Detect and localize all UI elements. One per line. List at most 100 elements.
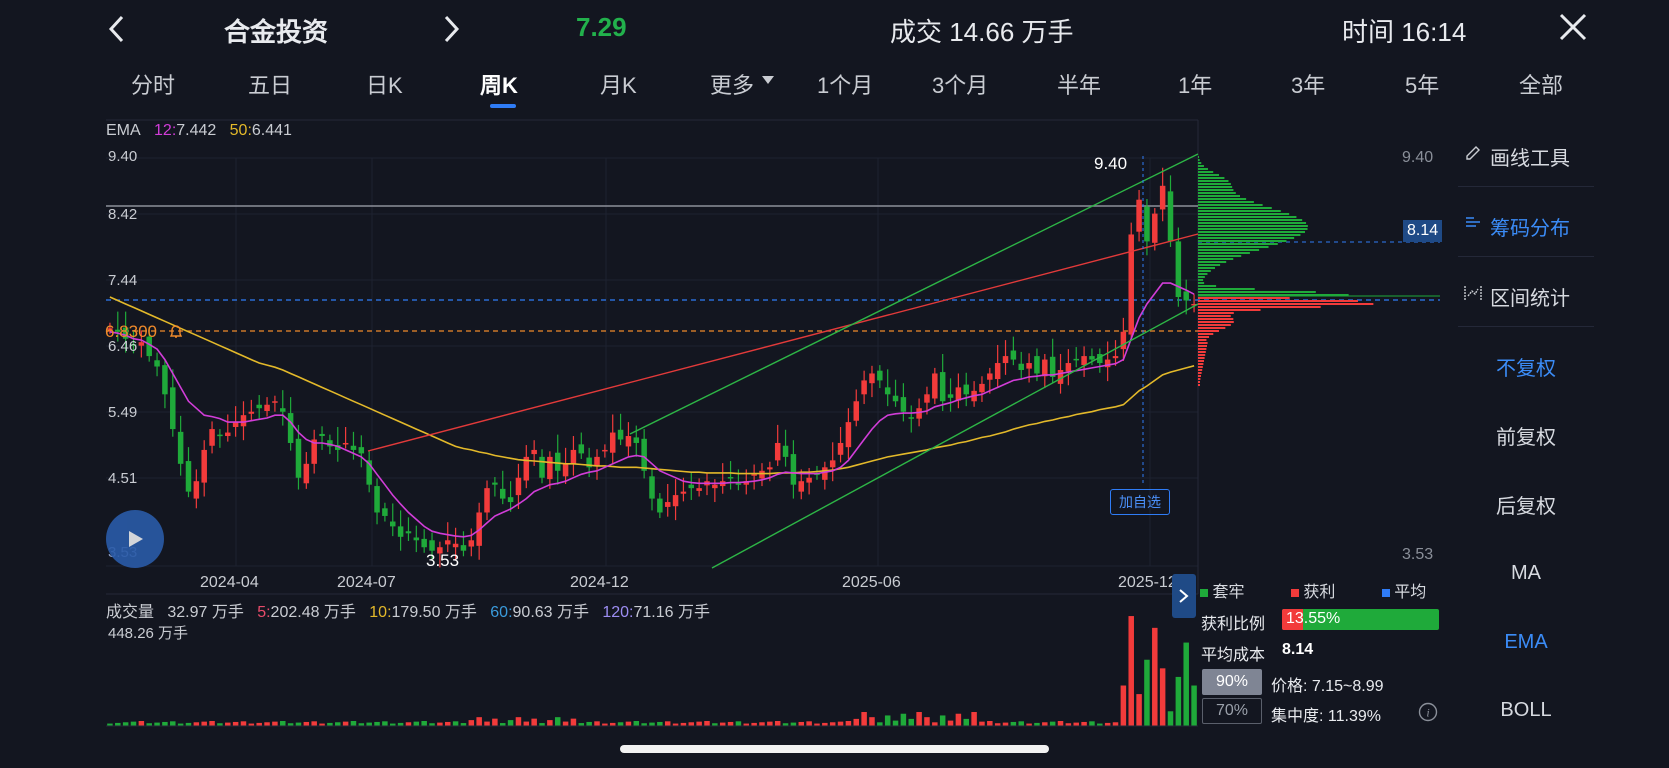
adjust-forward[interactable]: 前复权 [1496,427,1556,449]
play-button[interactable] [106,510,164,568]
ma120-value: 71.16 万手 [633,604,711,621]
chip-bar [1198,168,1208,170]
volume-bar-up [444,721,451,726]
close-icon[interactable] [1558,12,1588,42]
candle-up [1081,356,1087,366]
candle-up [994,363,1001,380]
adjust-none[interactable]: 不复权 [1496,358,1556,380]
pct90-button[interactable]: 90% [1202,669,1262,695]
volume-bar-up [1152,627,1158,726]
candle-down [421,538,427,548]
tab-daily[interactable]: 日K [366,73,403,98]
stock-name[interactable]: 合金投资 [224,17,329,47]
candle-down [539,456,545,478]
chip-bar [1198,267,1215,269]
alert-price-label[interactable]: 6.8300 [105,322,157,341]
volume-bar-down [350,720,357,726]
tab-1-month[interactable]: 1个月 [817,73,874,98]
ma60-value: 90.63 万手 [512,604,590,621]
candle-down [413,537,420,541]
volume-bar-down [554,717,561,726]
candle-up [232,422,239,427]
volume-bar-down [327,722,333,726]
candle-down [217,434,223,437]
price-label-6-46: 6.46 [108,338,138,355]
tab-3-year[interactable]: 3年 [1291,73,1326,98]
candle-up [468,540,475,547]
pct70-button[interactable]: 70% [1202,698,1262,724]
volume-bar-up [225,722,231,726]
chip-bar [1198,363,1204,365]
volume-bar-down [1144,659,1150,726]
volume-bar-up [1065,723,1072,726]
period-tabs: 分时 五日 日K 周K 月K 更多 1个月 3个月 半年 1年 3年 5年 全部 [0,62,1669,112]
candle-down [963,384,969,395]
volume-bar-down [963,718,969,726]
chip-bar [1198,207,1272,209]
tab-more[interactable]: 更多 [710,73,755,98]
svg-text:i: i [1426,706,1429,720]
add-watchlist-button[interactable]: 加自选 [1110,489,1170,515]
candle-up [264,404,270,412]
sidebar-range-stats[interactable]: 区间统计 [1458,260,1594,327]
candle-up [547,456,553,480]
indicator-boll[interactable]: BOLL [1500,699,1552,721]
chip-bar [1198,354,1206,356]
volume-bar-up [232,721,239,726]
indicator-ma[interactable]: MA [1511,562,1541,584]
candle-up [767,467,773,470]
volume-bar-down [429,723,435,726]
volume-bar-up [609,722,616,726]
candle-down [389,521,396,527]
volume-bar-down [366,722,372,726]
sidebar-drawing-tools[interactable]: 画线工具 [1458,120,1594,187]
info-icon[interactable]: i [1418,702,1438,722]
bell-icon[interactable] [168,324,184,340]
candle-down [177,431,184,464]
volume-bar-up [971,712,977,726]
candle-down [554,452,561,471]
chip-bar [1198,330,1219,332]
tab-weekly[interactable]: 周K [480,73,518,98]
tab-five-day[interactable]: 五日 [248,73,293,98]
volume-bar-up [1104,722,1111,726]
tab-1-year[interactable]: 1年 [1178,73,1213,98]
next-stock-icon[interactable] [440,14,462,44]
candle-up [107,328,113,330]
volume-bar-up [774,720,781,726]
expand-panel-button[interactable] [1172,574,1196,618]
sidebar-chip-distribution[interactable]: 筹码分布 [1458,190,1594,257]
indicator-ema[interactable]: EMA [1504,631,1548,653]
candle-up [452,543,459,548]
candle-up [759,470,765,479]
volume-bar-down [287,723,294,726]
tab-5-year[interactable]: 5年 [1405,73,1440,98]
chip-bar [1198,219,1303,221]
candle-up [916,408,922,419]
tab-monthly[interactable]: 月K [600,73,637,98]
candle-down [1167,191,1174,242]
adjust-backward[interactable]: 后复权 [1496,496,1556,518]
chip-bar [1198,312,1234,314]
tab-all[interactable]: 全部 [1519,73,1564,98]
profit-ratio-bar: 13.55% [1282,609,1439,630]
tab-intraday[interactable]: 分时 [131,73,176,98]
volume-bar-up [1002,722,1009,726]
candle-up [515,477,522,496]
candle-down [641,438,647,471]
chip-bar [1198,378,1201,380]
volume-bar-down [185,722,192,726]
candle-down [884,387,891,395]
chip-bar [1198,309,1261,311]
volume-bar-up [751,722,757,726]
back-icon[interactable] [106,14,128,44]
volume-bar-up [303,721,310,726]
candle-up [484,488,490,513]
chip-bar [1198,186,1233,188]
tab-3-month[interactable]: 3个月 [932,73,989,98]
chip-bar [1198,333,1214,335]
volume-bar-up [264,722,270,726]
volume-bar-down [1191,685,1197,726]
tab-half-year[interactable]: 半年 [1057,73,1102,98]
